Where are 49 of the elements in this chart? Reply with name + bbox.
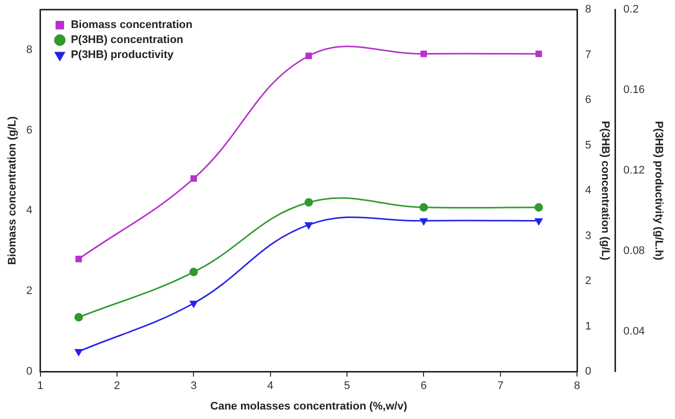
x-tick-label: 5 [344, 380, 350, 392]
y3-tick-label: 0.04 [623, 325, 645, 338]
point [74, 348, 82, 356]
y2-tick-label: 7 [585, 48, 592, 61]
point [305, 52, 312, 60]
point [534, 218, 543, 226]
point [304, 198, 313, 207]
x-tick-label: 1 [37, 380, 44, 392]
point [190, 175, 197, 182]
y3-tick-label: 0.12 [623, 164, 645, 177]
point [75, 256, 82, 262]
y3-axis-title: P(3HB) productivity (g/L.h) [652, 120, 664, 261]
y2-tick-label: 8 [585, 4, 592, 16]
legend-label: Biomass concentration [70, 19, 193, 32]
y2-tick-label: 0 [585, 366, 592, 378]
x-tick-label: 3 [190, 380, 197, 392]
legend-label: P(3HB) concentration [70, 34, 184, 46]
y2-axis-title: P(3HB) concentration (g/L) [598, 120, 611, 261]
y-tick-label: 2 [26, 285, 32, 298]
point [190, 300, 198, 308]
x-tick-label: 4 [267, 380, 274, 392]
point [420, 218, 428, 226]
y-tick-label: 0 [26, 366, 32, 378]
x-axis-title: Cane molasses concentration (%,w/v) [210, 400, 408, 412]
point [420, 50, 427, 58]
point [74, 313, 83, 322]
y2-tick-label: 1 [585, 320, 592, 332]
y2-tick-label: 2 [585, 275, 592, 288]
y-tick-label: 6 [26, 124, 32, 136]
y3-tick-label: 0.08 [623, 244, 645, 257]
y3-tick-label: 0.16 [623, 84, 645, 96]
legend-label: P(3HB) productivity [70, 49, 174, 62]
y2-tick-label: 4 [585, 184, 592, 197]
y-axis-title: Biomass concentration (g/L) [6, 116, 19, 265]
y-tick-label: 8 [26, 44, 32, 56]
point [536, 50, 542, 58]
x-tick-label: 8 [574, 380, 580, 392]
point [189, 268, 198, 276]
x-tick-label: 2 [114, 380, 120, 392]
y2-tick-label: 3 [585, 230, 592, 242]
x-tick-label: 6 [420, 380, 427, 392]
y-tick-label: 4 [26, 204, 32, 217]
point [304, 222, 312, 230]
point [534, 203, 543, 212]
x-tick-label: 7 [497, 380, 504, 392]
y2-tick-label: 5 [585, 139, 592, 152]
y2-tick-label: 6 [585, 94, 592, 106]
point [419, 203, 428, 212]
y3-tick-label: 0.2 [623, 4, 639, 16]
